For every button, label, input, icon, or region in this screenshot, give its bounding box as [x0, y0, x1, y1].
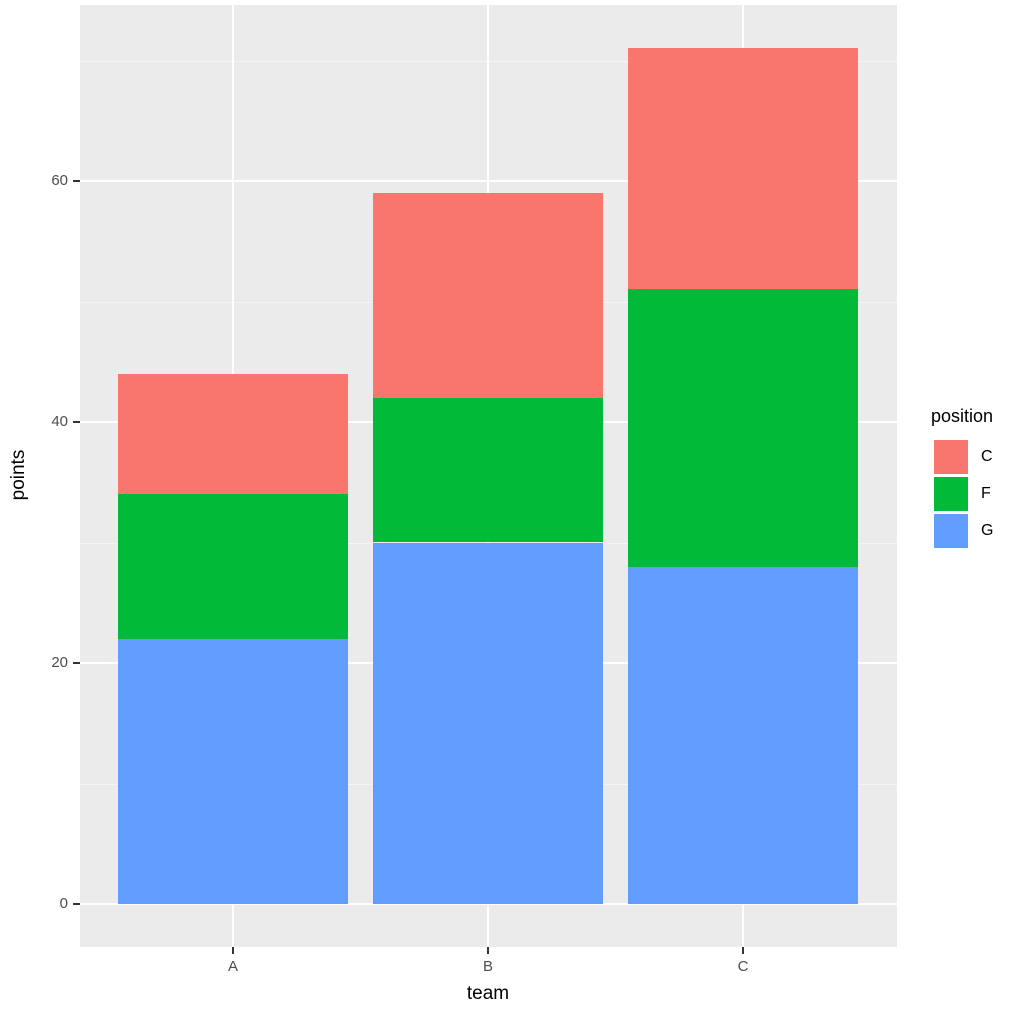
bar-segment-B-G	[373, 542, 603, 904]
y-tick-mark	[73, 662, 80, 664]
y-tick-label: 20	[51, 654, 68, 671]
legend-title: position	[931, 406, 994, 426]
bar-segment-A-C	[118, 373, 348, 495]
legend-label: C	[981, 448, 993, 465]
x-tick-mark	[742, 947, 744, 954]
y-tick-mark	[73, 421, 80, 423]
x-tick-mark	[232, 947, 234, 954]
bar-segment-C-G	[628, 566, 858, 904]
legend-label: F	[981, 485, 991, 502]
bar-segment-C-F	[628, 289, 858, 567]
legend-label: G	[981, 522, 994, 539]
y-axis-title: points	[8, 449, 29, 501]
y-tick-mark	[73, 903, 80, 905]
x-tick-label: A	[227, 958, 238, 975]
legend-key-C	[934, 440, 968, 474]
plot-panel	[80, 5, 897, 947]
x-tick-label: C	[737, 958, 749, 975]
bar-segment-A-F	[118, 494, 348, 639]
bar-segment-C-C	[628, 48, 858, 290]
x-axis-title: team	[466, 983, 510, 1004]
bar-segment-A-G	[118, 638, 348, 904]
bar-segment-B-F	[373, 397, 603, 543]
y-tick-label: 60	[51, 172, 68, 189]
x-tick-label: B	[482, 958, 493, 975]
y-tick-label: 40	[51, 413, 68, 430]
legend-key-G	[934, 514, 968, 548]
x-tick-mark	[487, 947, 489, 954]
y-tick-mark	[73, 180, 80, 182]
bar-segment-B-C	[373, 193, 603, 398]
legend-key-F	[934, 477, 968, 511]
y-tick-label: 0	[59, 895, 68, 912]
